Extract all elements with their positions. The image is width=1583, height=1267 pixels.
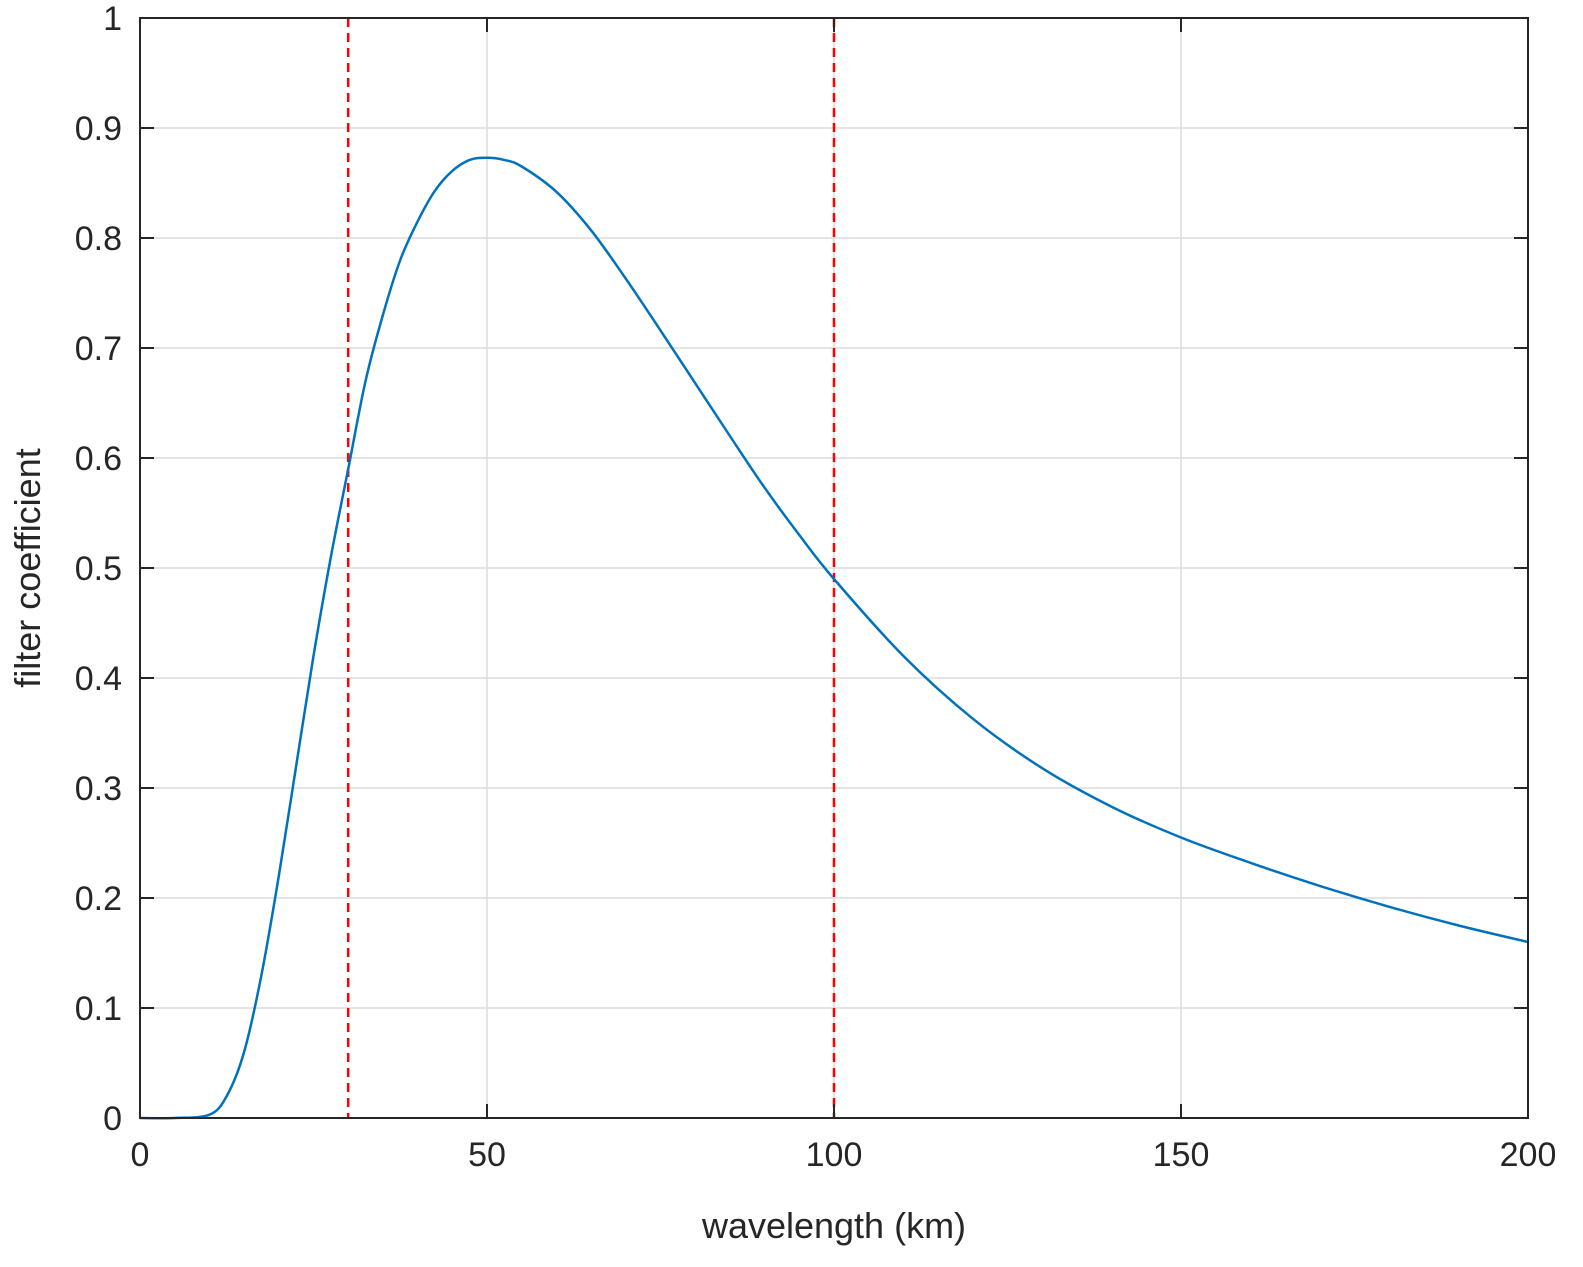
y-axis-label: filter coefficient bbox=[7, 448, 48, 687]
y-tick-label: 1 bbox=[103, 0, 122, 38]
y-tick-label: 0 bbox=[103, 1100, 122, 1138]
series-line bbox=[139, 156, 1529, 1120]
x-tick-label: 150 bbox=[1153, 1136, 1210, 1174]
y-tick-label: 0.2 bbox=[75, 880, 122, 918]
y-tick-label: 0.5 bbox=[75, 550, 122, 588]
y-tick-label: 0.3 bbox=[75, 770, 122, 808]
y-tick-label: 0.1 bbox=[75, 990, 122, 1028]
series-group bbox=[139, 156, 1529, 1120]
x-tick-label: 0 bbox=[131, 1136, 150, 1174]
reference-lines bbox=[346, 18, 836, 1118]
y-tick-labels: 0 0.1 0.2 0.3 0.4 0.5 0.6 0.7 0.8 0.9 1 bbox=[75, 0, 122, 1138]
x-tick-labels: 0 50 100 150 200 bbox=[131, 1136, 1557, 1174]
y-tick-label: 0.8 bbox=[75, 220, 122, 258]
tick-marks bbox=[139, 17, 1529, 1119]
x-tick-label: 50 bbox=[468, 1136, 506, 1174]
x-tick-label: 200 bbox=[1500, 1136, 1557, 1174]
y-tick-label: 0.9 bbox=[75, 110, 122, 148]
y-tick-label: 0.7 bbox=[75, 330, 122, 368]
x-axis-label: wavelength (km) bbox=[701, 1205, 966, 1246]
y-tick-label: 0.6 bbox=[75, 440, 122, 478]
x-tick-label: 100 bbox=[806, 1136, 863, 1174]
y-tick-label: 0.4 bbox=[75, 660, 122, 698]
